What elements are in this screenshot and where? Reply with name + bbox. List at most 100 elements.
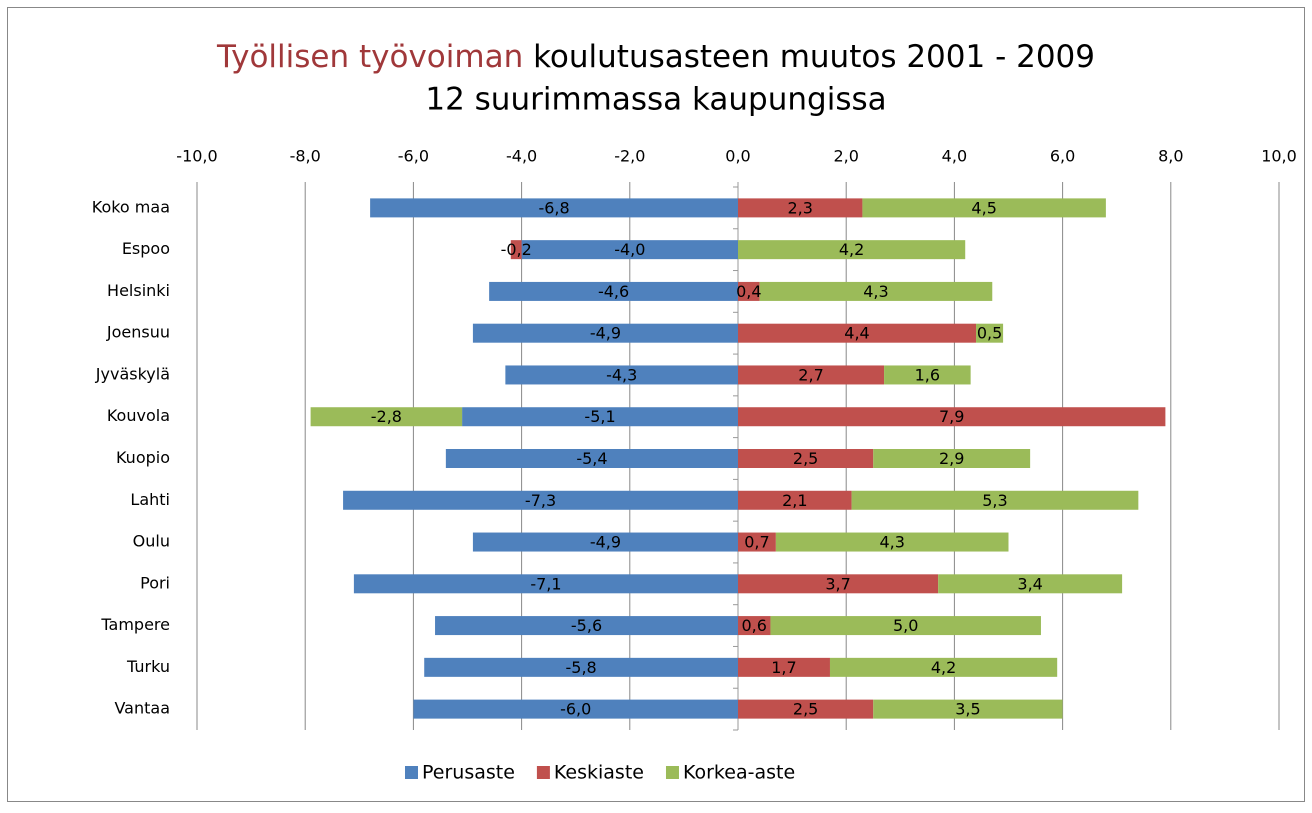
data-label: 2,5 [793,700,818,719]
data-label: 0,7 [744,533,769,552]
x-tick-label: 2,0 [833,147,858,166]
x-tick-label: -10,0 [176,147,217,166]
title-highlight: Työllisen työvoiman [216,39,523,75]
x-tick-label: 0,0 [725,147,750,166]
bar [738,616,771,636]
bar [370,198,738,218]
bar [738,240,966,260]
y-tick-label: Lahti [130,490,170,509]
x-tick-label: 4,0 [942,147,967,166]
data-label: -4,9 [590,324,621,343]
data-label: 0,4 [736,282,761,301]
data-label: 2,9 [939,449,964,468]
bar [738,323,977,343]
bar [489,281,738,301]
legend-label: Korkea-aste [683,762,795,784]
y-tick-label: Tampere [100,615,170,634]
bar [435,616,738,636]
bar [738,281,760,301]
data-label: 5,0 [893,616,918,635]
bar [738,532,776,552]
bar [873,699,1063,719]
x-tick-label: -8,0 [290,147,321,166]
y-tick-label: Pori [140,573,170,592]
data-label: 3,7 [825,574,850,593]
data-label: -4,3 [606,365,637,384]
bar [851,490,1139,510]
bar [343,490,738,510]
data-label: 4,4 [844,324,869,343]
data-label: 0,5 [977,324,1002,343]
data-label: -5,4 [576,449,607,468]
data-label: -4,6 [598,282,629,301]
bar [738,449,874,468]
bar [472,532,738,552]
chart-title: Työllisen työvoiman koulutusasteen muuto… [216,39,1095,75]
y-tick-label: Turku [126,657,170,676]
bar [310,407,463,427]
data-label: 4,2 [931,658,956,677]
bar [738,574,939,594]
x-tick-label: -6,0 [398,147,429,166]
data-label: 2,3 [787,198,812,217]
legend-label: Perusaste [422,762,515,784]
bar [445,449,738,468]
data-label: 2,1 [782,491,807,510]
y-tick-label: Vantaa [114,699,170,718]
legend-swatch [405,766,418,779]
chart-border [7,7,1305,802]
legend-swatch [536,766,550,779]
data-label: -5,6 [571,616,602,635]
data-label: -4,0 [614,240,645,259]
bar [738,407,1166,427]
x-tick-label: -4,0 [506,147,537,166]
data-label: -6,8 [538,198,569,217]
bar [413,699,738,719]
data-label: -7,3 [525,491,556,510]
bar [424,657,738,677]
bar [738,657,830,677]
data-label: -5,8 [566,658,597,677]
bar [938,574,1123,594]
data-label: 4,3 [879,533,904,552]
title-rest: koulutusasteen muutos 2001 - 2009 [533,39,1095,75]
data-label: -6,0 [560,700,591,719]
bar [829,657,1058,677]
bar [738,490,852,510]
x-tick-label: 10,0 [1261,147,1297,166]
x-tick-label: 8,0 [1158,147,1183,166]
bar [462,407,738,427]
data-label: -0,2 [501,240,532,259]
data-label: -2,8 [371,407,402,426]
x-tick-label: 6,0 [1050,147,1075,166]
data-label: 1,7 [771,658,796,677]
bar [472,323,738,343]
y-tick-label: Jyväskylä [95,364,170,383]
data-label: 3,5 [955,700,980,719]
bar [759,281,993,301]
bar [510,240,522,260]
data-label: 5,3 [982,491,1007,510]
data-label: -5,1 [584,407,615,426]
data-label: 1,6 [915,365,940,384]
data-label: 7,9 [939,407,964,426]
y-tick-label: Helsinki [107,281,170,300]
bar [353,574,738,594]
bar [738,365,885,385]
bar [976,323,1004,343]
bar [770,616,1041,636]
y-tick-label: Espoo [122,239,170,258]
data-label: 2,7 [798,365,823,384]
chart-subtitle: 12 suurimmassa kaupungissa [425,82,886,118]
bar [738,198,863,218]
bar [884,365,971,385]
bar [862,198,1106,218]
y-tick-label: Kouvola [107,406,170,425]
legend-label: Keskiaste [554,762,644,784]
data-label: 3,4 [1017,574,1042,593]
data-label: -7,1 [530,574,561,593]
legend-swatch [665,766,679,779]
data-label: 4,5 [971,198,996,217]
